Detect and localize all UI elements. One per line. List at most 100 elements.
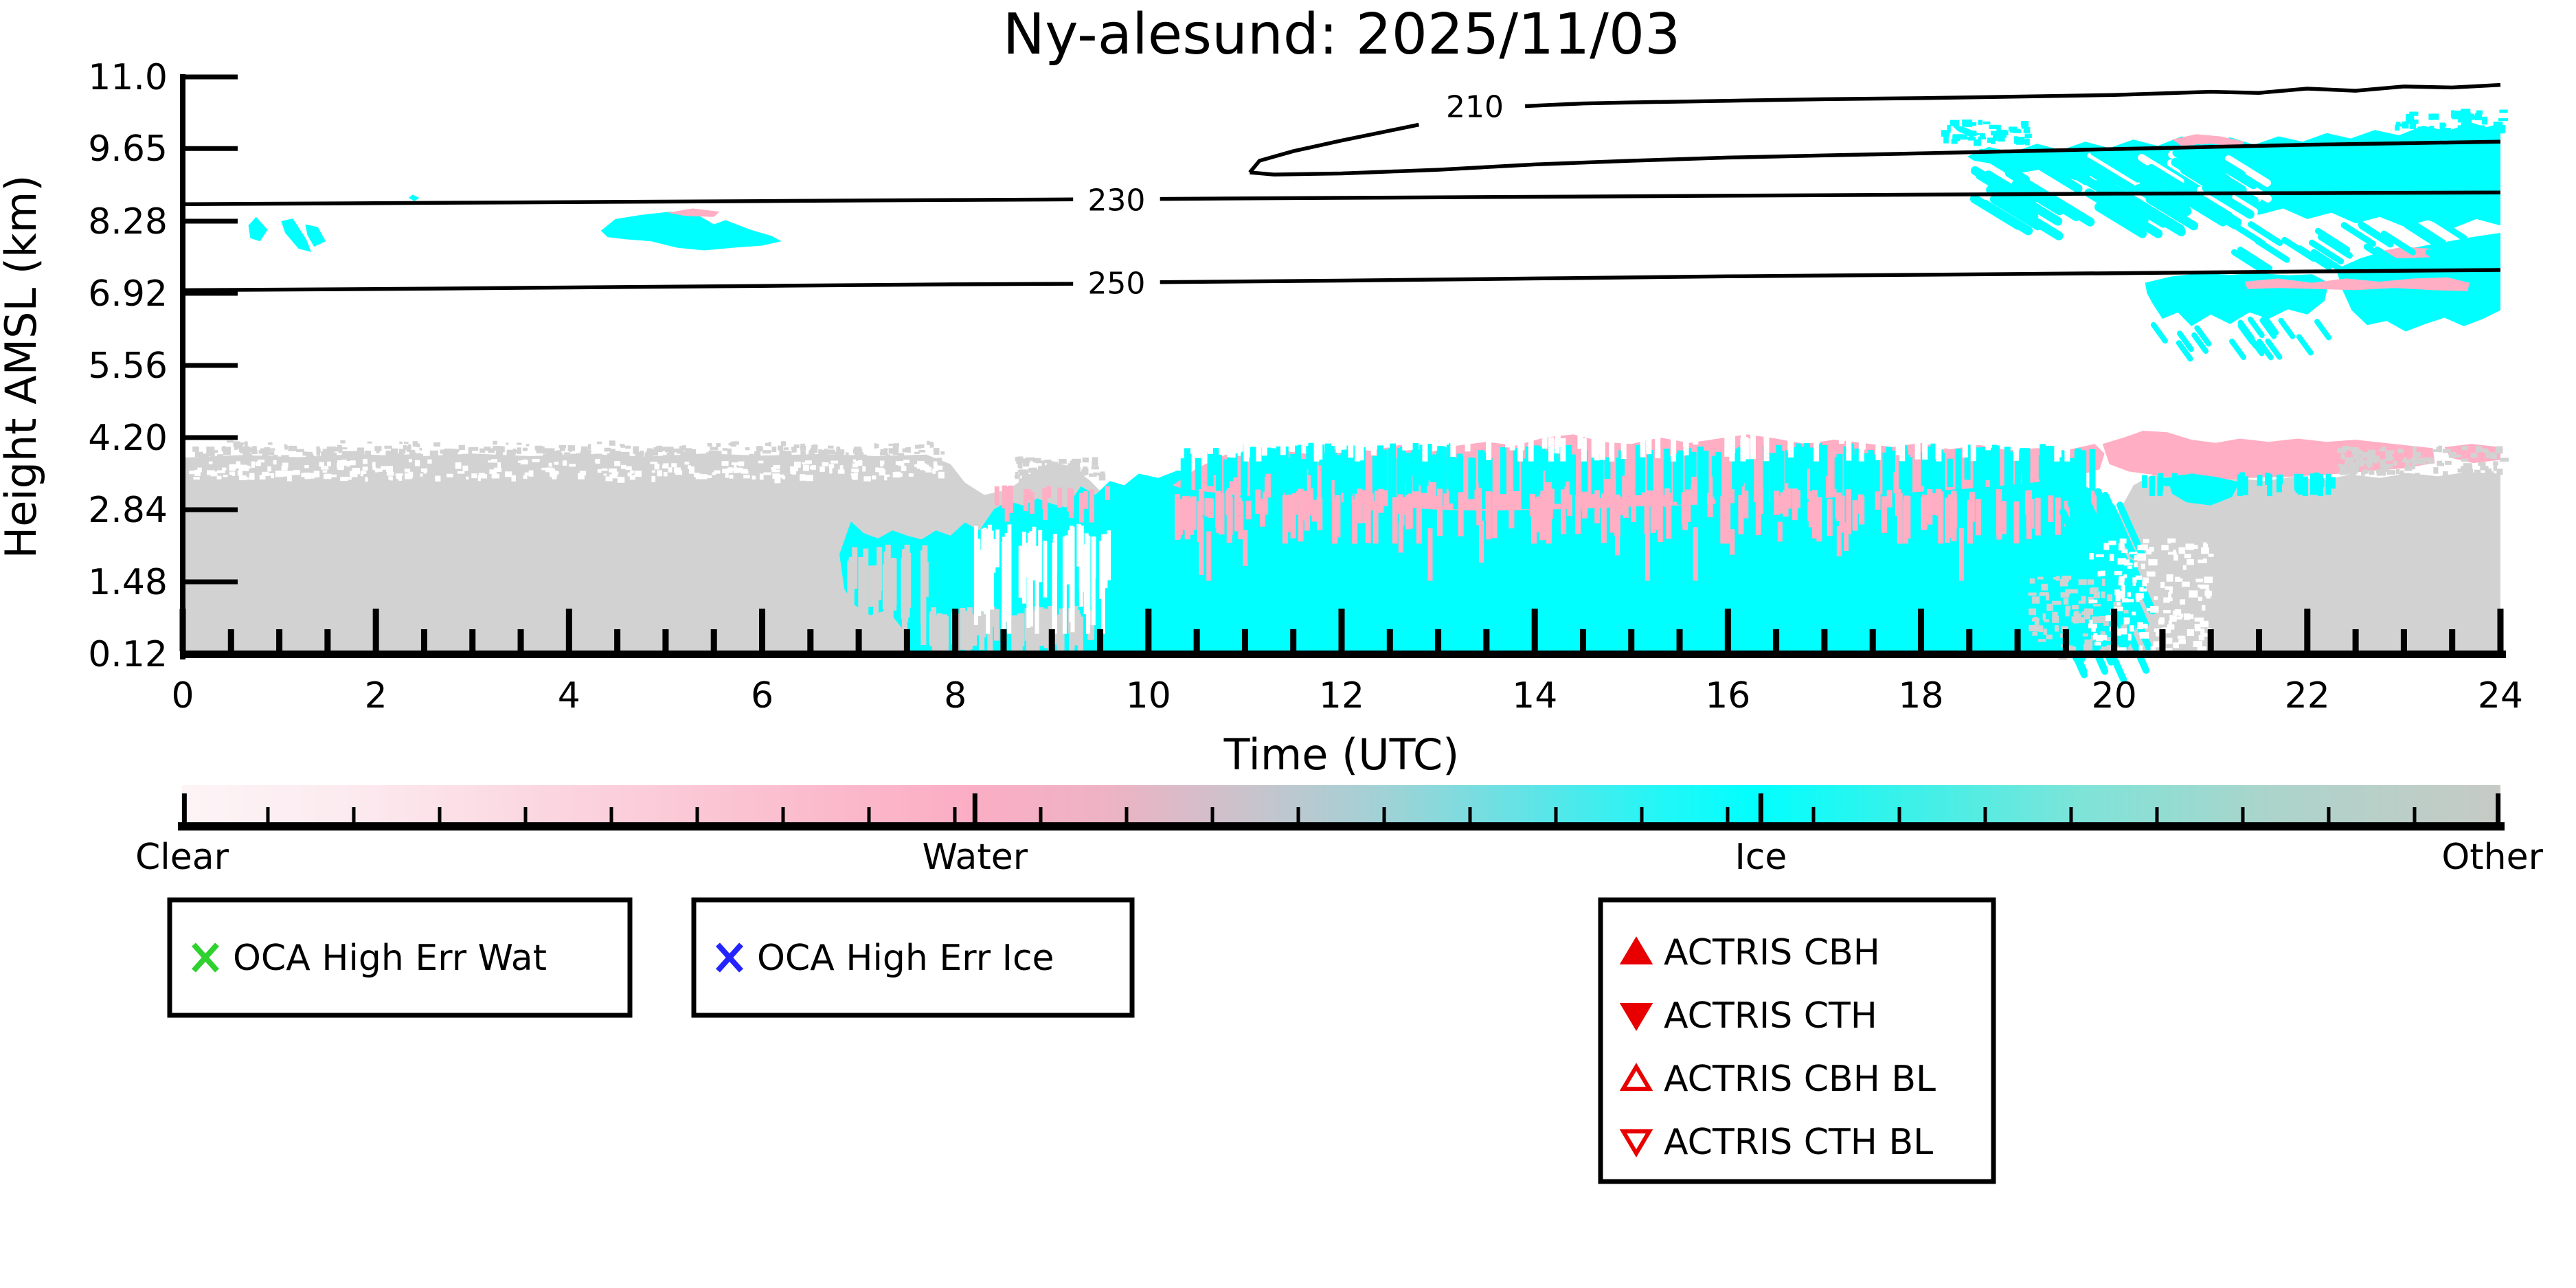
x-marker-icon (192, 942, 219, 973)
x-tick-minor (1435, 629, 1442, 651)
colorbar-minor-tick (1726, 807, 1730, 822)
texture-v-3 (1180, 442, 2096, 510)
texture-s-11 (1014, 456, 1106, 487)
colorbar-minor-tick (2327, 807, 2331, 822)
y-tick-label: 11.0 (88, 57, 168, 98)
x-tick-label: 0 (171, 675, 194, 716)
x-marker-icon (716, 942, 743, 973)
texture-d-19 (2230, 216, 2479, 274)
texture-s-14 (2088, 538, 2214, 659)
colorbar-major-tick (1758, 793, 1763, 822)
legend-item-label: OCA High Err Ice (757, 938, 1054, 979)
x-axis-spine (180, 651, 2506, 658)
x-tick-minor (227, 629, 234, 651)
triangle-up-filled-icon (1619, 936, 1653, 964)
legend-actris-frame (1598, 897, 1996, 1184)
texture-s-9 (189, 458, 945, 484)
y-tick-label: 5.56 (88, 346, 168, 387)
colorbar-minor-tick (1811, 807, 1816, 822)
y-tick-label: 9.65 (88, 128, 168, 170)
x-tick-minor (662, 629, 669, 651)
texture-v-6 (1179, 432, 2070, 462)
x-tick-major (2304, 609, 2311, 651)
texture-d-18 (1969, 144, 2259, 240)
legend-actris: ACTRIS CBH ACTRIS CTH ACTRIS CBH BL ACTRIS … (1598, 897, 1996, 1184)
region-ice-midlevel-right-a (2145, 273, 2329, 326)
y-tick (183, 651, 238, 657)
contour-line-230 (1160, 190, 2501, 201)
x-tick-label: 8 (944, 675, 967, 716)
colorbar-minor-tick (695, 807, 699, 822)
region-ice-dot-early (409, 194, 420, 201)
y-tick (183, 218, 238, 224)
x-tick-major (372, 609, 379, 651)
x-tick-minor (1483, 629, 1490, 651)
x-tick-major (1918, 609, 1924, 651)
colorbar-minor-tick (781, 807, 785, 822)
x-tick-label: 24 (2478, 675, 2523, 716)
colorbar-major-tick (181, 793, 187, 822)
region-water-fringe-upper-cloud (2172, 134, 2245, 147)
y-tick-label: 4.20 (88, 418, 168, 459)
x-tick-minor (2352, 629, 2359, 651)
x-tick-minor (1676, 629, 1683, 651)
contour-line-250 (182, 282, 1074, 293)
legend-oca-water: OCA High Err Wat (167, 897, 633, 1018)
colorbar-label-clear: Clear (135, 837, 229, 878)
x-tick-minor (2207, 629, 2214, 651)
colorbar-minor-tick (1468, 807, 1472, 822)
y-tick (183, 291, 238, 296)
x-tick-major (1338, 609, 1345, 651)
x-tick-minor (1048, 629, 1055, 651)
colorbar-label-ice: Ice (1735, 837, 1787, 878)
colorbar-minor-tick (523, 807, 528, 822)
colorbar-spine (178, 822, 2505, 831)
x-tick-label: 18 (1898, 675, 1943, 716)
x-tick-minor (1966, 629, 1973, 651)
texture-s-22 (2395, 109, 2509, 137)
cloud-phase-textures (189, 109, 2509, 683)
x-tick-minor (855, 629, 862, 651)
x-tick-minor (903, 629, 910, 651)
texture-v-7 (994, 485, 1110, 523)
x-tick-major (1724, 609, 1731, 651)
x-tick-minor (2449, 629, 2456, 651)
x-tick-minor (710, 629, 717, 651)
x-tick-label: 4 (558, 675, 580, 716)
x-tick-label: 6 (751, 675, 773, 716)
triangle-down-filled-icon (1619, 1003, 1653, 1031)
region-water-ribbon-midlevel (2244, 277, 2470, 291)
colorbar-minor-tick (1382, 807, 1386, 822)
y-tick-label: 1.48 (88, 562, 168, 603)
y-tick (183, 435, 238, 440)
colorbar-minor-tick (438, 807, 442, 822)
x-tick-minor (1869, 629, 1876, 651)
region-ice-patch-early-b (281, 218, 311, 252)
x-tick-minor (1000, 629, 1007, 651)
contour-label-230: 230 (1087, 183, 1145, 218)
x-tick-major (759, 609, 765, 651)
texture-s-21 (1941, 120, 2032, 146)
legend-item-label: ACTRIS CBH BL (1664, 1059, 1936, 1100)
x-tick-minor (1097, 629, 1104, 651)
triangle-down-open-icon (1619, 1129, 1653, 1157)
region-water-fringe-lens (667, 208, 720, 217)
x-tick-label: 16 (1705, 675, 1750, 716)
colorbar-major-tick (2496, 793, 2501, 822)
x-tick-minor (2062, 629, 2069, 651)
legend-item-label: ACTRIS CTH (1664, 995, 1877, 1037)
temperature-contours: 210 230 250 (182, 82, 2501, 302)
x-tick-minor (324, 629, 331, 651)
contour-line-250 (1160, 268, 2501, 284)
region-ice-patch-early-c (305, 224, 326, 247)
region-ice-lens-morning (600, 212, 782, 251)
contour-line-210 (1250, 139, 2501, 177)
x-tick-major (2497, 609, 2504, 651)
texture-v-5 (1199, 518, 1964, 581)
x-tick-minor (2400, 629, 2407, 651)
legend-boxes: OCA High Err Wat OCA High Err Ice ACTRIS C… (167, 897, 1996, 1184)
x-tick-minor (1290, 629, 1297, 651)
legend-oca-water-frame (167, 897, 633, 1018)
